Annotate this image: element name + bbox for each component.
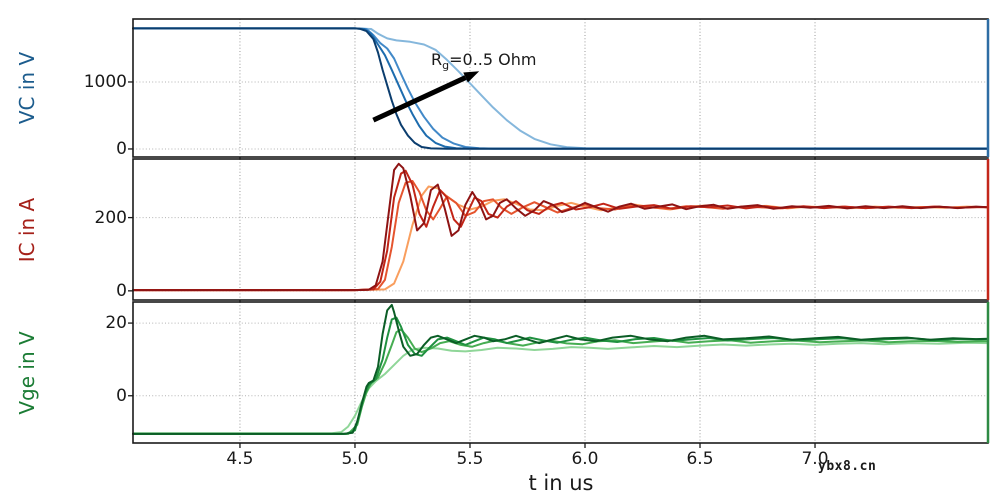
subplot-frame (132, 18, 989, 158)
trace-vge (132, 316, 989, 435)
x-axis-label: t in us (528, 471, 594, 495)
trace-vc (132, 27, 989, 150)
y-tick-label-ic: 0 (116, 280, 127, 301)
trace-vc (132, 27, 989, 150)
trace-vge (132, 341, 989, 435)
trace-vge (132, 303, 989, 435)
rg-annotation-post: =0..5 Ohm (449, 50, 537, 69)
y-tick-label-vge: 0 (116, 385, 127, 406)
y-axis-label-vc: VC in V (15, 51, 39, 125)
subplot-frame (132, 158, 989, 301)
x-tick-label: 4.5 (226, 449, 254, 469)
trace-vge (132, 328, 989, 435)
watermark: ybx8.cn (818, 459, 877, 474)
trace-ic (132, 162, 989, 292)
x-tick-label: 5.5 (456, 449, 484, 469)
rg-annotation-sub: g (442, 59, 450, 72)
annotation-arrow-shaft (372, 75, 467, 123)
rg-annotation-pre: R (431, 50, 443, 69)
x-tick-label: 6.5 (686, 449, 714, 469)
annotation-arrow-head (463, 71, 480, 83)
y-axis-label-vge: Vge in V (15, 330, 39, 415)
trace-ic (132, 180, 989, 292)
trace-vc (132, 27, 989, 150)
trace-vc (132, 27, 989, 150)
y-tick-label-vge: 20 (105, 313, 127, 334)
y-tick-label-vc: 0 (116, 138, 127, 159)
x-tick-label: 6.0 (571, 449, 599, 469)
y-tick-label-ic: 200 (94, 207, 127, 228)
y-axis-label-ic: IC in A (15, 197, 39, 262)
y-tick-label-vc: 1000 (83, 71, 127, 92)
trace-ic (132, 169, 989, 292)
x-tick-label: 5.0 (341, 449, 369, 469)
rg-annotation: Rg=0..5 Ohm (431, 50, 536, 72)
trace-ic (132, 185, 989, 292)
x-tick-label: 7.0 (801, 449, 829, 469)
